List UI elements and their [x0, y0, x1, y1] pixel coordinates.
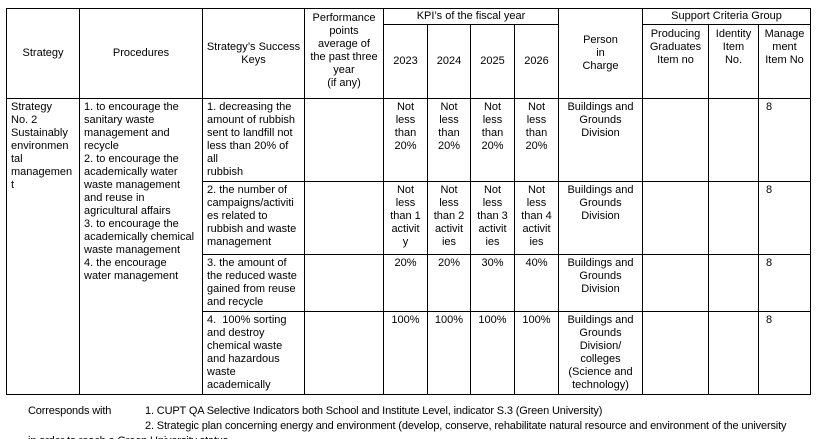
producing-graduates-cell: [642, 311, 709, 395]
header-identity-item: Identity Item No.: [708, 24, 759, 99]
header-kpi-group: KPI’s of the fiscal year: [383, 8, 559, 25]
footnote-line-1: Corresponds with 1. CUPT QA Selective Ind…: [6, 404, 817, 419]
header-year-2024: 2024: [427, 24, 471, 99]
kpi-2025-cell: 30%: [470, 254, 515, 312]
header-person-in-charge: Person in Charge: [558, 8, 643, 99]
table-row: 3. the amount of the reduced waste gaine…: [7, 254, 812, 312]
management-item-cell: 8: [757, 254, 812, 312]
footnote-item-2: 2. Strategic plan concerning energy and …: [145, 420, 787, 432]
producing-graduates-cell: [642, 98, 709, 182]
performance-cell: [304, 311, 384, 395]
success-keys-cell: 3. the amount of the reduced waste gaine…: [202, 254, 305, 312]
kpi-2025-cell: Not less than 3 activit ies: [470, 181, 515, 255]
management-item-cell: 8: [757, 311, 812, 395]
performance-cell: [304, 181, 384, 255]
person-in-charge-cell: Buildings and Grounds Division: [558, 98, 643, 182]
footnote: Corresponds with 1. CUPT QA Selective Ind…: [6, 404, 817, 439]
table-row: 2. the number of campaigns/activiti es r…: [7, 181, 812, 255]
producing-graduates-cell: [642, 254, 709, 312]
kpi-2026-cell: Not less than 4 activit ies: [514, 181, 559, 255]
header-year-2023: 2023: [383, 24, 428, 99]
header-performance: Performance points average of the past t…: [304, 8, 384, 99]
procedures-cell: 1. to encourage the sanitary waste manag…: [79, 98, 203, 395]
kpi-2024-cell: Not less than 20%: [427, 98, 471, 182]
corresponds-with-label: Corresponds with: [28, 405, 112, 417]
kpi-2026-cell: 100%: [514, 311, 559, 395]
table-row: 4. 100% sorting and destroy chemical was…: [7, 311, 812, 395]
kpi-2024-cell: 100%: [427, 311, 471, 395]
identity-item-cell: [708, 181, 759, 255]
kpi-2026-cell: Not less than 20%: [514, 98, 559, 182]
header-support-criteria-group: Support Criteria Group: [641, 8, 812, 25]
kpi-2025-cell: 100%: [470, 311, 515, 395]
success-keys-cell: 1. decreasing the amount of rubbish sent…: [202, 98, 305, 182]
kpi-2024-cell: Not less than 2 activit ies: [427, 181, 471, 255]
management-item-cell: 8: [757, 181, 812, 255]
kpi-2023-cell: 20%: [383, 254, 428, 312]
person-in-charge-cell: Buildings and Grounds Division: [558, 254, 643, 312]
header-year-2025: 2025: [470, 24, 515, 99]
header-strategy: Strategy: [6, 8, 80, 99]
kpi-2026-cell: 40%: [514, 254, 559, 312]
success-keys-cell: 4. 100% sorting and destroy chemical was…: [202, 311, 305, 395]
success-keys-cell: 2. the number of campaigns/activiti es r…: [202, 181, 305, 255]
header-management-item: Manage ment Item No: [757, 24, 812, 99]
identity-item-cell: [708, 98, 759, 182]
header-producing-graduates: Producing Graduates Item no: [642, 24, 709, 99]
identity-item-cell: [708, 311, 759, 395]
performance-cell: [304, 98, 384, 182]
table-row: Strategy No. 2 Sustainably environmen ta…: [6, 98, 812, 395]
producing-graduates-cell: [642, 181, 709, 255]
header-procedures: Procedures: [79, 8, 203, 99]
kpi-2025-cell: Not less than 20%: [470, 98, 515, 182]
identity-item-cell: [708, 254, 759, 312]
footnote-continuation: in order to reach a Green University sta…: [28, 434, 817, 439]
footnote-item-1: 1. CUPT QA Selective Indicators both Sch…: [145, 405, 603, 417]
kpi-2023-cell: Not less than 1 activit y: [383, 181, 428, 255]
strategy-kpi-table: Strategy Procedures Strategy’s Success K…: [6, 8, 812, 395]
performance-cell: [304, 254, 384, 312]
kpi-2023-cell: 100%: [383, 311, 428, 395]
strategy-cell: Strategy No. 2 Sustainably environmen ta…: [6, 98, 80, 395]
person-in-charge-cell: Buildings and Grounds Division/ colleges…: [558, 311, 643, 395]
header-success-keys: Strategy’s Success Keys: [202, 8, 305, 99]
person-in-charge-cell: Buildings and Grounds Division: [558, 181, 643, 255]
kpi-2023-cell: Not less than 20%: [383, 98, 428, 182]
header-year-2026: 2026: [514, 24, 559, 99]
management-item-cell: 8: [757, 98, 812, 182]
kpi-2024-cell: 20%: [427, 254, 471, 312]
